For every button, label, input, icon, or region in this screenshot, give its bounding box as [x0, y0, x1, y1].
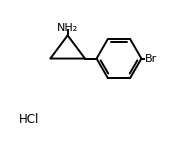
Text: Br: Br [145, 54, 157, 64]
Text: NH₂: NH₂ [57, 22, 78, 33]
Text: HCl: HCl [19, 113, 39, 126]
